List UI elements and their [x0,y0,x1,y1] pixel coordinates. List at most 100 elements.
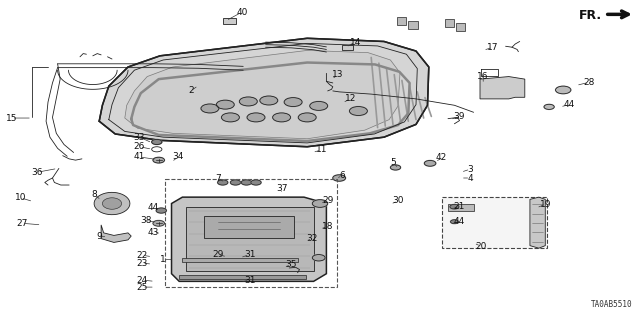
Circle shape [424,160,436,166]
Polygon shape [408,21,418,29]
Text: 44: 44 [454,217,465,226]
Text: 29: 29 [322,196,333,205]
Text: 35: 35 [285,260,297,269]
Polygon shape [456,23,465,31]
Text: 44: 44 [148,204,159,212]
Circle shape [451,220,458,224]
Circle shape [216,100,234,109]
Bar [165,179,337,287]
Polygon shape [186,207,314,271]
Circle shape [273,113,291,122]
Text: 4: 4 [468,174,473,182]
Circle shape [239,97,257,106]
Text: 24: 24 [136,276,148,285]
Polygon shape [530,197,545,248]
Text: 23: 23 [136,259,148,268]
Text: 42: 42 [436,153,447,162]
Circle shape [310,101,328,110]
Polygon shape [480,77,525,99]
Text: 20: 20 [476,242,487,251]
Text: 11: 11 [316,145,327,154]
Circle shape [312,200,328,207]
Circle shape [349,107,367,115]
Text: 12: 12 [345,94,356,103]
Polygon shape [99,38,429,147]
Text: 29: 29 [212,250,223,259]
Polygon shape [172,197,326,281]
Text: 3: 3 [468,165,473,174]
Circle shape [450,204,459,209]
Polygon shape [223,18,236,24]
Text: 33: 33 [134,133,145,142]
Polygon shape [102,198,122,209]
Circle shape [247,113,265,122]
Circle shape [152,139,162,145]
Text: 2: 2 [188,86,193,95]
Text: 36: 36 [31,168,43,177]
Polygon shape [342,45,353,50]
Circle shape [544,104,554,109]
Polygon shape [125,50,400,139]
Bar [442,197,547,248]
Circle shape [390,165,401,170]
Text: 44: 44 [564,100,575,109]
Circle shape [312,255,325,261]
Text: 31: 31 [244,276,255,285]
Polygon shape [448,204,474,211]
Circle shape [298,113,316,122]
Text: 16: 16 [477,72,489,81]
Text: 40: 40 [236,8,248,17]
Text: 27: 27 [17,219,28,228]
Text: 30: 30 [392,197,404,205]
Text: 31: 31 [244,250,255,259]
Circle shape [201,104,219,113]
Text: 14: 14 [349,38,361,47]
Circle shape [218,180,228,185]
Text: 17: 17 [487,43,499,52]
Text: 25: 25 [136,283,148,292]
Text: 7: 7 [215,174,220,182]
Circle shape [284,98,302,107]
Text: 22: 22 [136,251,148,260]
Text: 13: 13 [332,70,344,79]
Circle shape [333,175,346,181]
Circle shape [556,86,571,94]
Text: 32: 32 [307,234,318,243]
Circle shape [260,96,278,105]
Text: FR.: FR. [579,9,602,22]
Circle shape [221,113,239,122]
Text: 38: 38 [140,216,152,225]
Polygon shape [179,275,306,279]
Text: 10: 10 [15,193,26,202]
Circle shape [230,180,241,185]
Circle shape [241,180,252,185]
Text: 26: 26 [134,142,145,151]
Text: 5: 5 [391,158,396,167]
Circle shape [156,208,166,213]
Circle shape [153,157,164,163]
Text: 1: 1 [161,255,166,263]
Text: 39: 39 [454,112,465,121]
Polygon shape [182,258,298,262]
Polygon shape [445,19,454,27]
Text: 18: 18 [322,222,333,231]
Polygon shape [101,225,131,242]
Text: 6: 6 [340,171,345,180]
Text: 34: 34 [172,152,184,161]
Text: 21: 21 [454,202,465,211]
Text: 9: 9 [97,232,102,241]
Text: 41: 41 [134,152,145,161]
Text: 37: 37 [276,184,287,193]
Circle shape [152,147,162,152]
Circle shape [251,180,261,185]
Text: TA0AB5510: TA0AB5510 [591,300,632,309]
Text: 43: 43 [148,228,159,237]
Polygon shape [94,192,130,215]
Text: 15: 15 [6,114,17,122]
Text: 19: 19 [540,200,551,209]
Text: 28: 28 [583,78,595,87]
Text: 8: 8 [92,190,97,199]
Polygon shape [397,17,406,25]
Circle shape [153,220,164,226]
Polygon shape [204,216,294,238]
